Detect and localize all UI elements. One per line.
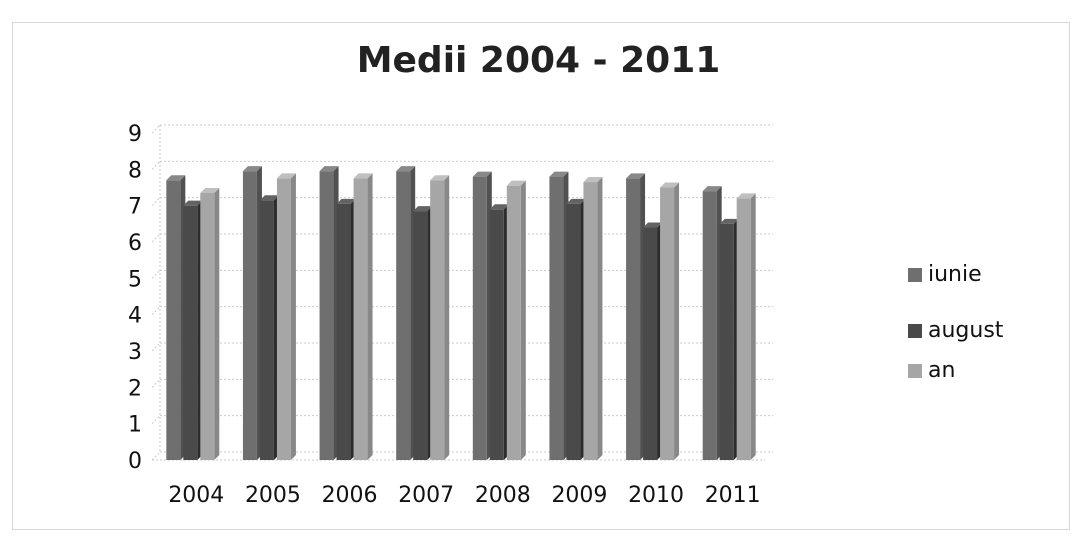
bar-side (674, 182, 680, 460)
bar-top (643, 222, 663, 228)
bar-top (702, 186, 722, 192)
gridline-side (151, 124, 161, 134)
x-tick-label: 2004 (168, 483, 224, 508)
x-tick-label: 2011 (705, 483, 761, 508)
gridline-side (151, 378, 161, 388)
bar-an-2007 (430, 180, 445, 460)
bar-iunie-2005 (242, 171, 257, 460)
bar-side (290, 173, 296, 460)
bar-top (183, 200, 203, 206)
y-tick-label: 0 (128, 449, 142, 474)
bar-top (396, 166, 416, 172)
bar-top (583, 177, 603, 183)
y-tick-label: 4 (128, 304, 142, 329)
bar-iunie-2009 (549, 176, 564, 460)
gridline-side (151, 415, 161, 425)
bar-side (750, 193, 756, 460)
bar-top (319, 166, 339, 172)
bar-top (242, 166, 262, 172)
y-tick-label: 5 (128, 267, 142, 292)
x-tick-label: 2007 (398, 483, 454, 508)
bar-august-2011 (719, 223, 734, 460)
x-tick-label: 2008 (475, 483, 531, 508)
bar-top (549, 171, 569, 177)
bar-top (336, 198, 356, 204)
bar-iunie-2004 (166, 180, 181, 460)
bar-top (506, 180, 526, 186)
y-tick-label: 1 (128, 413, 142, 438)
legend-swatch (908, 323, 922, 338)
x-tick-label: 2010 (628, 483, 684, 508)
bar-august-2010 (643, 227, 658, 460)
y-tick-label: 9 (128, 122, 142, 147)
bar-an-2010 (660, 187, 675, 460)
gridline-side (151, 197, 161, 207)
bar-an-2006 (353, 178, 368, 460)
bar-top (626, 173, 646, 179)
bar-top (472, 171, 492, 177)
bar-an-2009 (583, 182, 598, 461)
bar-top (353, 173, 373, 179)
bar-august-2004 (183, 205, 198, 460)
bar-top (566, 198, 586, 204)
legend-swatch (908, 363, 922, 378)
bar-side (214, 187, 220, 460)
bar-iunie-2006 (319, 171, 334, 460)
bar-side (444, 175, 450, 460)
bar-top (719, 218, 739, 224)
bar-side (367, 173, 373, 460)
bar-side (597, 177, 603, 461)
bar-august-2009 (566, 203, 581, 460)
bar-top (259, 195, 279, 201)
bar-top (736, 193, 756, 199)
bar-august-2008 (489, 209, 504, 460)
legend-label: august (928, 318, 1004, 343)
legend-item-an: an (908, 358, 955, 383)
y-tick-label: 6 (128, 231, 142, 256)
bar-iunie-2008 (472, 176, 487, 460)
y-tick-label: 8 (128, 158, 142, 183)
legend-item-august: august (908, 318, 1003, 343)
legend-label: an (928, 358, 956, 383)
bar-iunie-2007 (396, 171, 411, 460)
gridline-side (151, 160, 161, 170)
chart-title: Medii 2004 - 2011 (356, 40, 721, 81)
x-tick-label: 2005 (245, 483, 301, 508)
legend-swatch (908, 267, 922, 282)
bar-top (430, 175, 450, 181)
gridline-side (151, 342, 161, 352)
y-tick-label: 7 (128, 195, 142, 220)
bar-top (489, 204, 509, 210)
bar-side (520, 180, 526, 460)
bar-top (276, 173, 296, 179)
bar-an-2011 (736, 198, 751, 460)
bar-top (660, 182, 680, 188)
bar-iunie-2011 (702, 191, 717, 460)
bar-top (413, 206, 433, 212)
x-tick-label: 2009 (551, 483, 607, 508)
gridline-side (151, 269, 161, 279)
bar-an-2005 (276, 178, 291, 460)
bar-iunie-2010 (626, 178, 641, 460)
chart-frame (12, 22, 1070, 530)
y-tick-label: 2 (128, 376, 142, 401)
legend-label: iunie (928, 262, 982, 287)
bar-august-2007 (413, 211, 428, 460)
bar-top (200, 187, 220, 193)
bar-an-2008 (506, 185, 521, 460)
x-tick-label: 2006 (322, 483, 378, 508)
gridline-side (151, 306, 161, 316)
bar-august-2006 (336, 203, 351, 460)
bar-top (166, 175, 186, 181)
gridline-side (151, 233, 161, 243)
gridline-side (151, 451, 161, 461)
y-tick-label: 3 (128, 340, 142, 365)
legend-item-iunie: iunie (908, 262, 982, 287)
bar-an-2004 (200, 192, 215, 460)
bar-august-2005 (259, 200, 274, 460)
